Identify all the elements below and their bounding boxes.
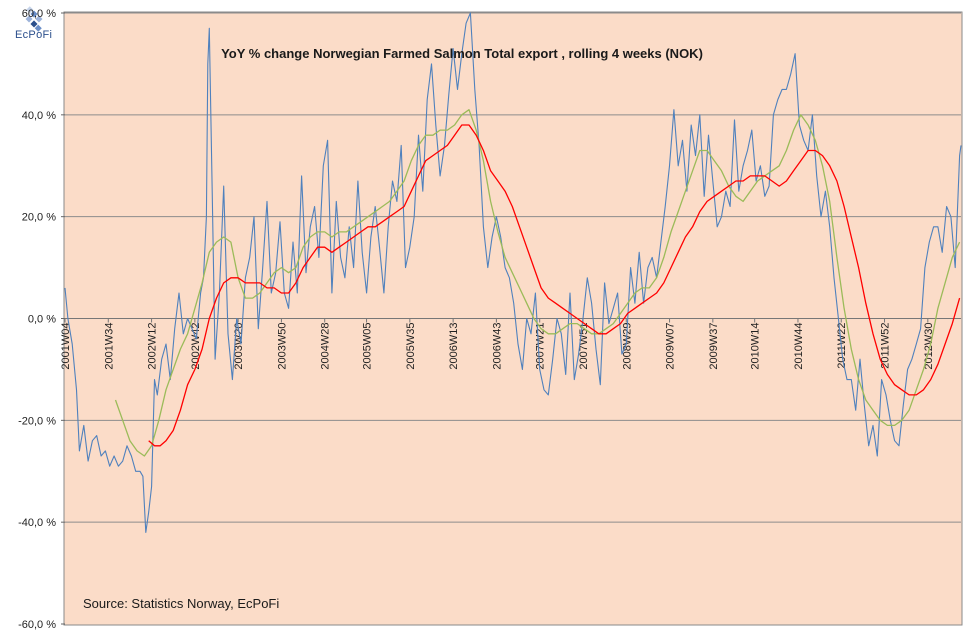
x-tick-label: 2010W44 bbox=[793, 323, 805, 370]
series-line-3 bbox=[148, 124, 961, 447]
x-tick-label: 2009W37 bbox=[708, 323, 720, 370]
x-tick-label: 2005W05 bbox=[362, 323, 374, 370]
x-tick-label: 2005W35 bbox=[405, 323, 417, 370]
x-tick-label: 2007W21 bbox=[535, 323, 547, 370]
x-tick-label: 2002W42 bbox=[190, 323, 202, 370]
x-tick-label: 2002W12 bbox=[147, 323, 159, 370]
source-note: Source: Statistics Norway, EcPoFi bbox=[83, 596, 279, 611]
y-tick-label: 60,0 % bbox=[22, 8, 56, 20]
x-tick-label: 2011W52 bbox=[880, 323, 892, 369]
y-tick-label: -40,0 % bbox=[18, 517, 56, 529]
x-tick-label: 2006W43 bbox=[491, 323, 503, 370]
gridlines bbox=[65, 12, 961, 523]
x-tick-label: 2004W28 bbox=[320, 323, 332, 370]
series-lines bbox=[64, 12, 962, 533]
y-tick-label: 20,0 % bbox=[22, 212, 56, 224]
x-tick-label: 2003W50 bbox=[276, 323, 288, 370]
brand-name: EcPoFi bbox=[15, 29, 53, 41]
x-tick-label: 2011W22 bbox=[836, 323, 848, 369]
x-tick-label: 2010W14 bbox=[750, 323, 762, 370]
x-tick-label: 2012W30 bbox=[923, 323, 935, 370]
y-tick-label: 40,0 % bbox=[22, 110, 56, 122]
x-tick-label: 2008W29 bbox=[621, 323, 633, 370]
y-tick-label: -20,0 % bbox=[18, 415, 56, 427]
ecpofi-logo-icon bbox=[25, 6, 43, 32]
x-tick-label: 2006W13 bbox=[448, 323, 460, 370]
y-tick-label: -60,0 % bbox=[18, 619, 56, 631]
x-tick-label: 2001W04 bbox=[60, 323, 72, 370]
y-tick-label: 0,0 % bbox=[28, 314, 56, 326]
x-tick-label: 2009W07 bbox=[665, 323, 677, 370]
y-axis: 60,0 % 40,0 % 20,0 % 0,0 % -20,0 % -40,0 % -60… bbox=[18, 8, 65, 631]
series-line-1 bbox=[64, 12, 962, 533]
x-axis: 2001W04 2001W34 2002W12 2002W42 2003W20 2003W… bbox=[60, 318, 961, 370]
chart-title: YoY % change Norwegian Farmed Salmon Tot… bbox=[221, 46, 703, 61]
x-tick-label: 2001W34 bbox=[103, 323, 115, 370]
